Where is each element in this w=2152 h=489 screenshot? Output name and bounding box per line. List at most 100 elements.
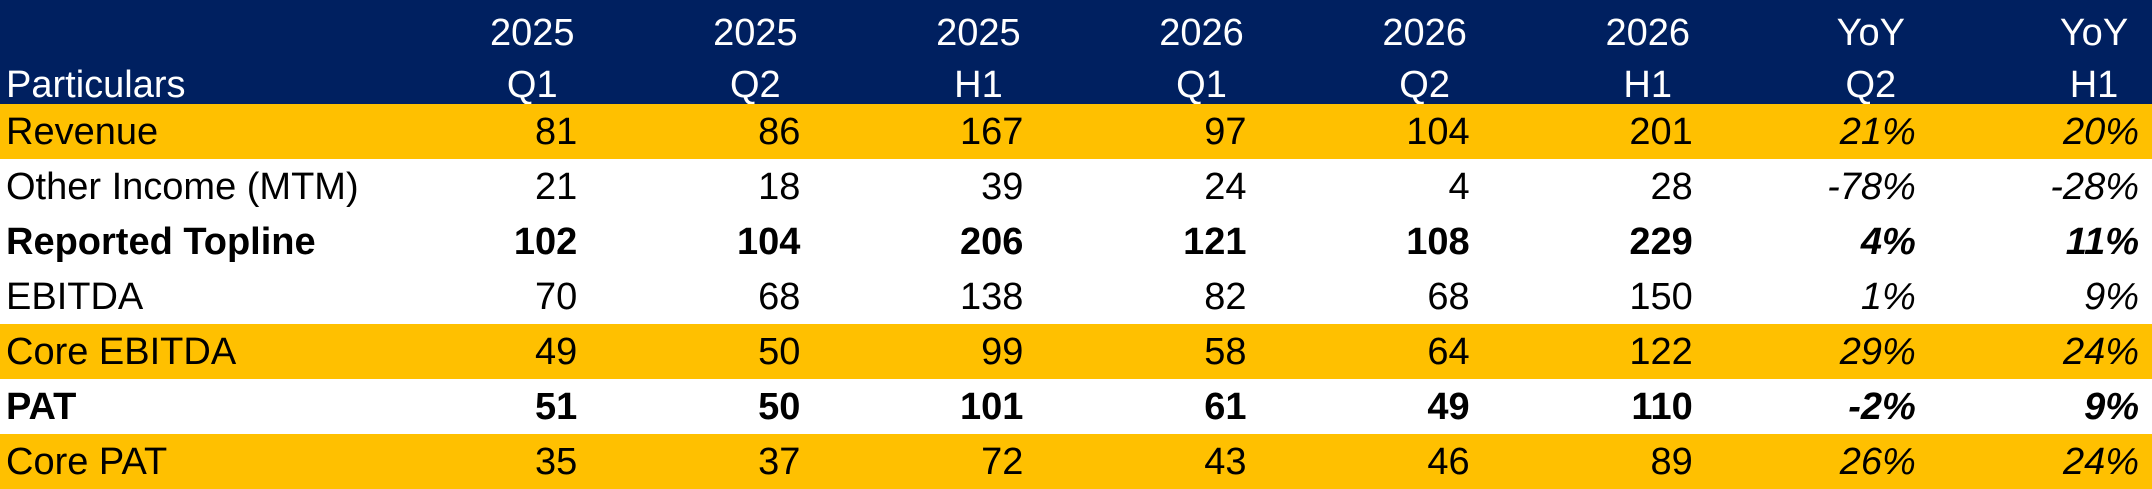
header-row-periods: Particulars Q1 Q2 H1 Q1 Q2 H1 Q2 H1 — [0, 52, 2152, 104]
header-col-5-top: 2026 — [1259, 0, 1483, 52]
header-col-2-top: 2025 — [590, 0, 814, 52]
table-cell: 108 — [1259, 214, 1483, 269]
table-cell: 21 — [367, 159, 591, 214]
table-cell: 97 — [1036, 104, 1260, 159]
table-cell: 70 — [367, 269, 591, 324]
row-label: Reported Topline — [0, 214, 368, 269]
table-cell: 4 — [1259, 159, 1483, 214]
header-text: Q1 — [1176, 64, 1227, 104]
yoy-cell: -28% — [1928, 159, 2152, 214]
table-cell: 110 — [1482, 379, 1706, 434]
header-col-1-top: 2025 — [367, 0, 591, 52]
table-cell: 104 — [1259, 104, 1483, 159]
row-label: Core PAT — [0, 434, 368, 489]
yoy-cell: 9% — [1928, 379, 2152, 434]
table-cell: 72 — [813, 434, 1037, 489]
table-cell: 64 — [1259, 324, 1483, 379]
yoy-cell: 1% — [1705, 269, 1929, 324]
table-row-reported-topline: Reported Topline 102 104 206 121 108 229… — [0, 214, 2152, 269]
table-row-ebitda: EBITDA 70 68 138 82 68 150 1% 9% — [0, 269, 2152, 324]
header-col-8-top: YoY — [1928, 0, 2152, 52]
table-cell: 101 — [813, 379, 1037, 434]
table-row-other-income: Other Income (MTM) 21 18 39 24 4 28 -78%… — [0, 159, 2152, 214]
yoy-cell: 26% — [1705, 434, 1929, 489]
header-text: Q1 — [506, 64, 558, 104]
row-label: Revenue — [0, 104, 368, 159]
header-col-4-top: 2026 — [1036, 0, 1260, 52]
table-cell: 229 — [1482, 214, 1706, 269]
header-text: 2026 — [1159, 12, 1244, 52]
table-cell: 37 — [590, 434, 814, 489]
table-cell: 51 — [367, 379, 591, 434]
header-text: Q2 — [729, 64, 781, 104]
table-cell: 104 — [590, 214, 814, 269]
table-cell: 167 — [813, 104, 1037, 159]
header-col-3-top: 2025 — [813, 0, 1037, 52]
header-col-8-bottom: H1 — [1928, 52, 2152, 104]
yoy-cell: 11% — [1928, 214, 2152, 269]
header-text: Q2 — [1399, 64, 1450, 104]
table-cell: 24 — [1036, 159, 1260, 214]
table-cell: 43 — [1036, 434, 1260, 489]
yoy-cell: 9% — [1928, 269, 2152, 324]
table-cell: 121 — [1036, 214, 1260, 269]
table-cell: 68 — [1259, 269, 1483, 324]
table-cell: 49 — [367, 324, 591, 379]
table-cell: 49 — [1259, 379, 1483, 434]
table-body: Revenue 81 86 167 97 104 201 21% 20% Oth… — [0, 104, 2152, 489]
header-col-5-bottom: Q2 — [1259, 52, 1483, 104]
yoy-cell: 4% — [1705, 214, 1929, 269]
table-cell: 82 — [1036, 269, 1260, 324]
yoy-cell: 21% — [1705, 104, 1929, 159]
header-text: Q2 — [1845, 64, 1897, 104]
table-cell: 18 — [590, 159, 814, 214]
table-cell: 102 — [367, 214, 591, 269]
table-cell: 99 — [813, 324, 1037, 379]
table-row-pat: PAT 51 50 101 61 49 110 -2% 9% — [0, 379, 2152, 434]
row-label: EBITDA — [0, 269, 368, 324]
header-text: H1 — [2069, 64, 2119, 104]
table-cell: 58 — [1036, 324, 1260, 379]
header-text: 2025 — [489, 12, 575, 52]
table-cell: 201 — [1482, 104, 1706, 159]
yoy-cell: -78% — [1705, 159, 1929, 214]
header-col-3-bottom: H1 — [813, 52, 1037, 104]
header-text: 2026 — [1382, 12, 1467, 52]
table-cell: 68 — [590, 269, 814, 324]
table-row-core-ebitda: Core EBITDA 49 50 99 58 64 122 29% 24% — [0, 324, 2152, 379]
table-cell: 46 — [1259, 434, 1483, 489]
table-cell: 50 — [590, 379, 814, 434]
table-cell: 39 — [813, 159, 1037, 214]
header-col-7-top: YoY — [1705, 0, 1929, 52]
header-col-6-bottom: H1 — [1482, 52, 1706, 104]
table-cell: 122 — [1482, 324, 1706, 379]
table-cell: 206 — [813, 214, 1037, 269]
table-header: 2025 2025 2025 2026 2026 2026 YoY YoY Pa… — [0, 0, 2152, 104]
table-cell: 86 — [590, 104, 814, 159]
header-col-1-bottom: Q1 — [367, 52, 591, 104]
header-particulars: Particulars — [0, 52, 368, 104]
row-label: PAT — [0, 379, 368, 434]
table-row-revenue: Revenue 81 86 167 97 104 201 21% 20% — [0, 104, 2152, 159]
yoy-cell: 24% — [1928, 324, 2152, 379]
header-text: YoY — [1836, 12, 1905, 52]
table-cell: 50 — [590, 324, 814, 379]
row-label: Other Income (MTM) — [0, 159, 368, 214]
yoy-cell: 20% — [1928, 104, 2152, 159]
table-row-core-pat: Core PAT 35 37 72 43 46 89 26% 24% — [0, 434, 2152, 489]
header-text: H1 — [954, 64, 1003, 104]
header-row-years: 2025 2025 2025 2026 2026 2026 YoY YoY — [0, 0, 2152, 52]
header-text: H1 — [1623, 64, 1672, 104]
table-cell: 138 — [813, 269, 1037, 324]
header-spacer — [0, 0, 368, 52]
header-text: 2025 — [713, 12, 798, 52]
table-cell: 150 — [1482, 269, 1706, 324]
table-cell: 28 — [1482, 159, 1706, 214]
table-cell: 89 — [1482, 434, 1706, 489]
header-text: 2026 — [1605, 12, 1690, 52]
yoy-cell: 24% — [1928, 434, 2152, 489]
header-col-6-top: 2026 — [1482, 0, 1706, 52]
row-label: Core EBITDA — [0, 324, 368, 379]
yoy-cell: 29% — [1705, 324, 1929, 379]
table-cell: 61 — [1036, 379, 1260, 434]
